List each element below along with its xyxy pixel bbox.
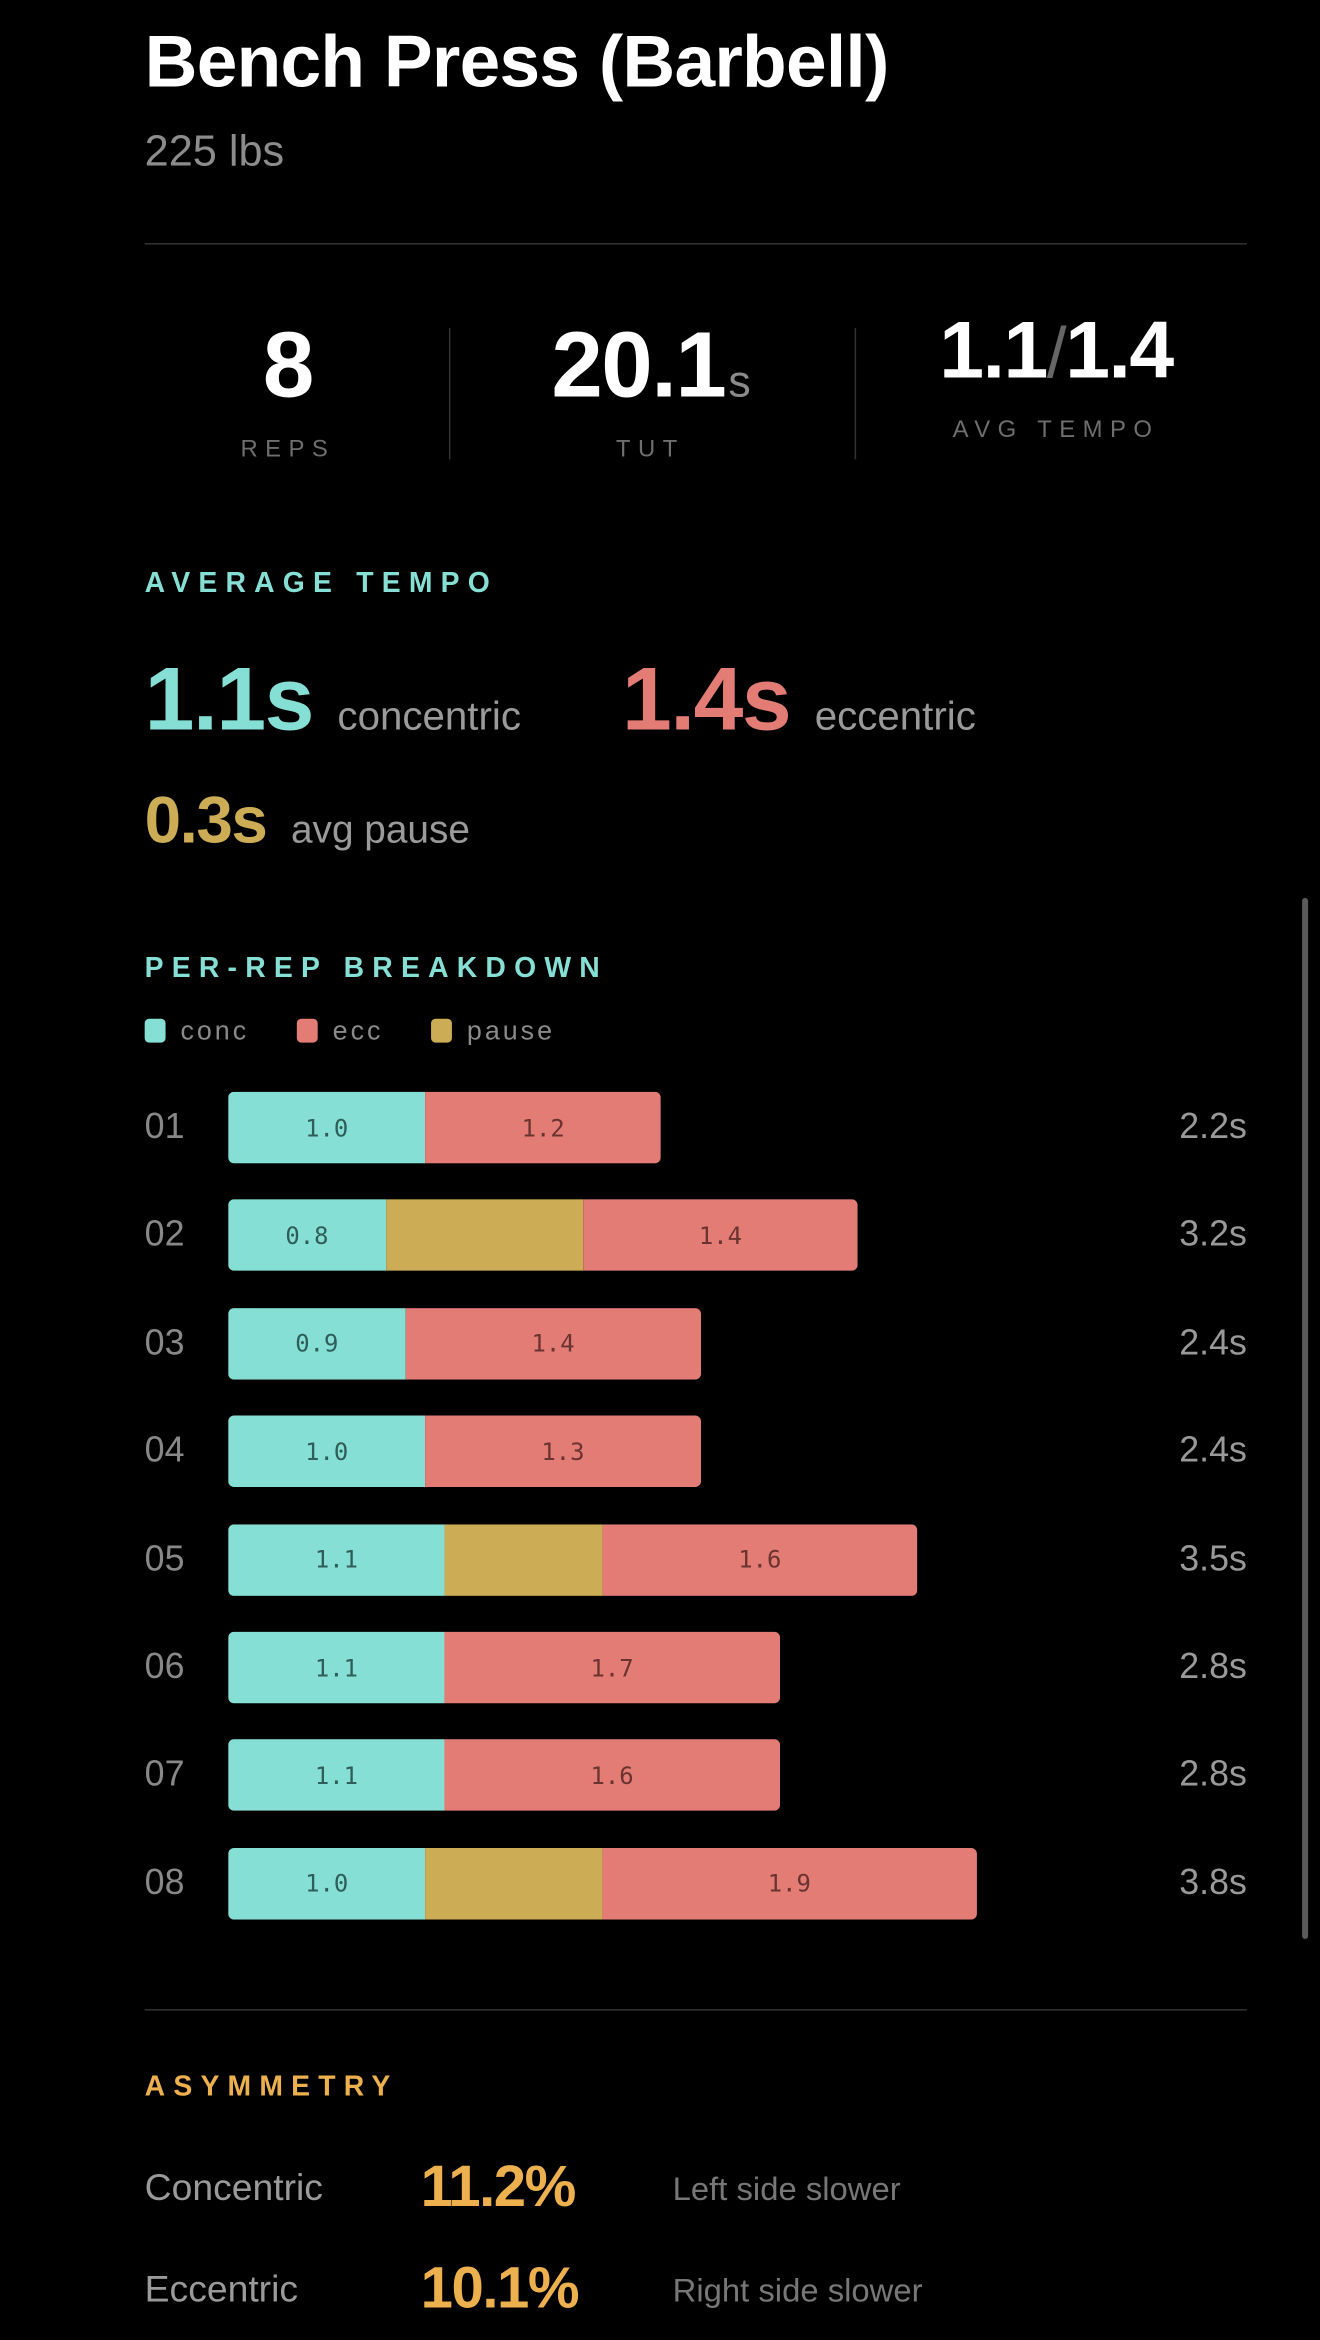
ecc-segment: 1.7 [444, 1631, 780, 1704]
divider [144, 243, 1247, 245]
avg-tempo-label: AVG TEMPO [952, 417, 1160, 443]
concentric-label: concentric [337, 693, 521, 739]
ecc-segment: 1.4 [405, 1307, 701, 1380]
rep-total: 3.2s [1179, 1214, 1247, 1255]
rep-bar: 1.0 1.9 [228, 1847, 977, 1920]
ecc-segment: 1.4 [582, 1199, 859, 1272]
conc-segment: 1.0 [228, 1091, 426, 1164]
rep-total: 2.8s [1179, 1646, 1247, 1687]
tempo-pause: 0.3s avg pause [145, 785, 470, 860]
ecc-segment: 1.6 [444, 1739, 780, 1812]
avg-tempo-separator: / [1046, 314, 1067, 394]
ecc-segment: 1.3 [425, 1415, 701, 1488]
tempo-eccentric: 1.4s eccentric [622, 647, 976, 750]
rep-total: 2.4s [1179, 1430, 1247, 1471]
conc-segment: 0.8 [228, 1199, 386, 1272]
rep-total: 2.8s [1179, 1754, 1247, 1795]
legend-conc: conc [144, 1015, 250, 1047]
pause-segment [385, 1199, 583, 1272]
rep-total: 3.5s [1179, 1538, 1247, 1579]
rep-number: 03 [144, 1322, 185, 1363]
rep-number: 08 [144, 1862, 185, 1903]
asymmetry-concentric-label: Concentric [144, 2167, 323, 2209]
conc-segment: 1.1 [228, 1631, 445, 1704]
legend-pause-label: pause [466, 1015, 555, 1046]
legend-ecc-label: ecc [332, 1015, 384, 1046]
rep-bar: 1.0 1.2 [228, 1091, 662, 1164]
chart-legend: conc ecc pause [144, 1015, 555, 1047]
stat-reps: 8 REPS [109, 313, 467, 464]
conc-segment: 1.0 [228, 1847, 426, 1920]
rep-number: 01 [144, 1106, 185, 1147]
rep-number: 05 [144, 1538, 185, 1579]
legend-pause: pause [431, 1016, 555, 1047]
rep-bar: 0.9 1.4 [228, 1307, 701, 1380]
pause-segment [425, 1847, 603, 1920]
pause-swatch-icon [431, 1018, 453, 1043]
asymmetry-concentric-note: Left side slower [672, 2170, 901, 2208]
reps-value: 8 [262, 314, 314, 418]
rep-number: 02 [144, 1214, 185, 1255]
conc-segment: 1.0 [228, 1415, 426, 1488]
eccentric-value: 1.4s [621, 648, 792, 749]
asymmetry-eccentric-note: Right side slower [672, 2271, 923, 2309]
tut-unit: s [728, 357, 750, 408]
rep-bar: 1.1 1.6 [228, 1523, 918, 1596]
rep-total: 3.8s [1179, 1862, 1247, 1903]
conc-segment: 1.1 [228, 1739, 445, 1812]
tempo-concentric: 1.1s concentric [145, 647, 521, 750]
ecc-swatch-icon [296, 1018, 318, 1043]
eccentric-label: eccentric [814, 693, 976, 739]
stat-avg-tempo: 1.1/1.4 AVG TEMPO [877, 304, 1235, 444]
tut-value: 20.1 [551, 314, 727, 418]
conc-segment: 0.9 [228, 1307, 406, 1380]
asymmetry-eccentric-value: 10.1% [420, 2256, 580, 2321]
avg-tempo-concentric: 1.1 [939, 305, 1048, 396]
rep-bar: 1.1 1.6 [228, 1739, 780, 1812]
per-rep-breakdown-heading: PER-REP BREAKDOWN [144, 953, 608, 985]
conc-segment: 1.1 [228, 1523, 445, 1596]
rep-number: 04 [144, 1430, 185, 1471]
ecc-segment: 1.2 [425, 1091, 662, 1164]
rep-number: 07 [144, 1754, 185, 1795]
rep-bar: 0.8 1.4 [228, 1199, 859, 1272]
legend-ecc: ecc [296, 1015, 384, 1047]
asymmetry-concentric-value: 11.2% [420, 2155, 577, 2220]
asymmetry-heading: ASYMMETRY [144, 2071, 399, 2104]
exercise-weight: 225 lbs [144, 128, 285, 177]
scrollbar[interactable] [1302, 897, 1309, 1939]
tut-label: TUT [615, 437, 685, 463]
stat-divider [854, 328, 857, 460]
avg-tempo-eccentric: 1.4 [1065, 305, 1174, 396]
exercise-title: Bench Press (Barbell) [144, 22, 890, 103]
divider [144, 2009, 1247, 2011]
rep-total: 2.4s [1179, 1322, 1247, 1363]
conc-swatch-icon [144, 1018, 166, 1043]
pause-value: 0.3s [144, 784, 268, 858]
legend-conc-label: conc [180, 1015, 250, 1046]
asymmetry-eccentric-label: Eccentric [144, 2268, 299, 2311]
rep-bar: 1.1 1.7 [228, 1631, 780, 1704]
ecc-segment: 1.6 [602, 1523, 918, 1596]
rep-bar: 1.0 1.3 [228, 1415, 701, 1488]
average-tempo-heading: AVERAGE TEMPO [144, 568, 499, 600]
concentric-value: 1.1s [144, 648, 315, 749]
rep-number: 06 [144, 1646, 185, 1687]
rep-total: 2.2s [1179, 1106, 1247, 1147]
pause-label: avg pause [290, 806, 470, 852]
stat-tut: 20.1s TUT [471, 313, 829, 464]
ecc-segment: 1.9 [602, 1847, 977, 1920]
stat-divider [448, 328, 451, 460]
reps-label: REPS [240, 437, 336, 463]
pause-segment [444, 1523, 603, 1596]
